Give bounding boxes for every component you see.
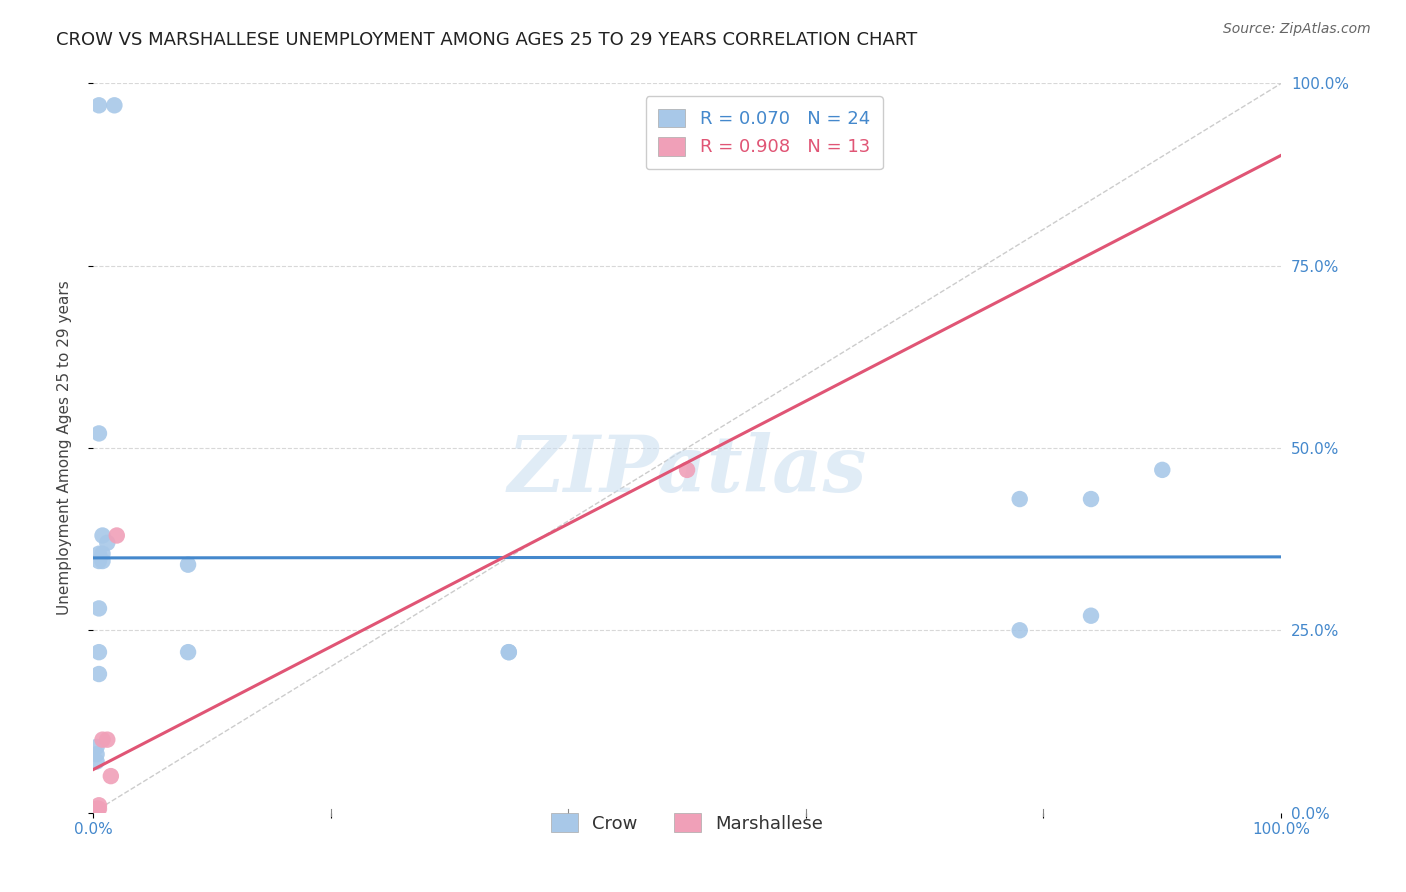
Text: Source: ZipAtlas.com: Source: ZipAtlas.com (1223, 22, 1371, 37)
Point (1080, 608, 1102, 623)
Point (86, 755, 108, 769)
Point (86, 747, 108, 762)
Point (87, 645, 110, 659)
Point (103, 98, 125, 112)
Point (96, 536, 118, 550)
Point (91, 732, 114, 747)
Point (87, 98, 110, 112)
Point (177, 558, 200, 572)
Point (498, 645, 520, 659)
Point (498, 645, 520, 659)
Point (86, 802, 108, 816)
Point (87, 802, 110, 816)
Point (100, 769, 122, 783)
Point (91, 554, 114, 568)
Point (676, 463, 699, 477)
Point (91, 547, 114, 561)
Point (86, 802, 108, 816)
Point (87, 802, 110, 816)
Point (87, 547, 110, 561)
Point (105, 528, 128, 542)
Point (86, 739, 108, 754)
Point (87, 667, 110, 681)
Point (1080, 491, 1102, 506)
Y-axis label: Unemployment Among Ages 25 to 29 years: Unemployment Among Ages 25 to 29 years (58, 281, 72, 615)
Legend: Crow, Marshallese: Crow, Marshallese (540, 803, 834, 844)
Point (1008, 624, 1031, 638)
Point (87, 798, 110, 813)
Point (1152, 463, 1174, 477)
Point (1008, 491, 1031, 506)
Text: CROW VS MARSHALLESE UNEMPLOYMENT AMONG AGES 25 TO 29 YEARS CORRELATION CHART: CROW VS MARSHALLESE UNEMPLOYMENT AMONG A… (56, 31, 918, 49)
Point (87, 802, 110, 816)
Point (87, 601, 110, 615)
Point (87, 426, 110, 441)
Point (87, 554, 110, 568)
Text: ZIPatlas: ZIPatlas (508, 432, 866, 508)
Point (177, 645, 200, 659)
Point (91, 528, 114, 542)
Point (96, 732, 118, 747)
